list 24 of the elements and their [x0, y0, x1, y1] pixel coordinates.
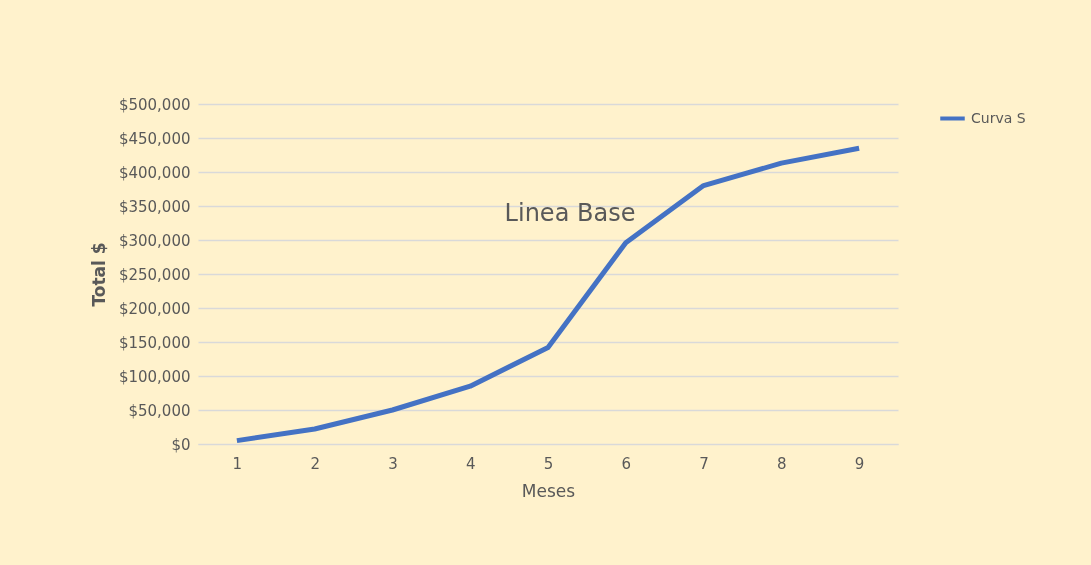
- y-tick-label: $300,000: [118, 231, 191, 250]
- y-tick-label: $250,000: [118, 265, 191, 284]
- x-tick-label: 9: [854, 454, 865, 473]
- x-axis-title: Meses: [521, 480, 576, 501]
- y-tick-label: $150,000: [118, 333, 191, 352]
- legend-label: Curva S: [971, 109, 1026, 126]
- y-tick-label: $50,000: [128, 401, 191, 420]
- y-tick-label: $100,000: [118, 367, 191, 386]
- x-tick-label: 8: [777, 454, 787, 473]
- x-tick-label: 3: [388, 454, 398, 473]
- y-tick-label: $450,000: [118, 129, 191, 148]
- annotation: Linea Base: [504, 199, 636, 227]
- y-tick-label: $0: [171, 435, 191, 454]
- x-tick-label: 1: [232, 454, 243, 473]
- x-tick-label: 2: [310, 454, 320, 473]
- x-tick-label: 4: [465, 454, 476, 473]
- y-tick-label: $350,000: [118, 197, 191, 216]
- y-tick-label: $200,000: [118, 299, 191, 318]
- y-tick-label: $500,000: [118, 95, 191, 114]
- x-tick-label: 5: [543, 454, 554, 473]
- y-tick-label: $400,000: [118, 163, 191, 182]
- x-tick-label: 6: [621, 454, 632, 473]
- y-axis-title: Total $: [88, 242, 109, 307]
- x-tick-label: 7: [699, 454, 709, 473]
